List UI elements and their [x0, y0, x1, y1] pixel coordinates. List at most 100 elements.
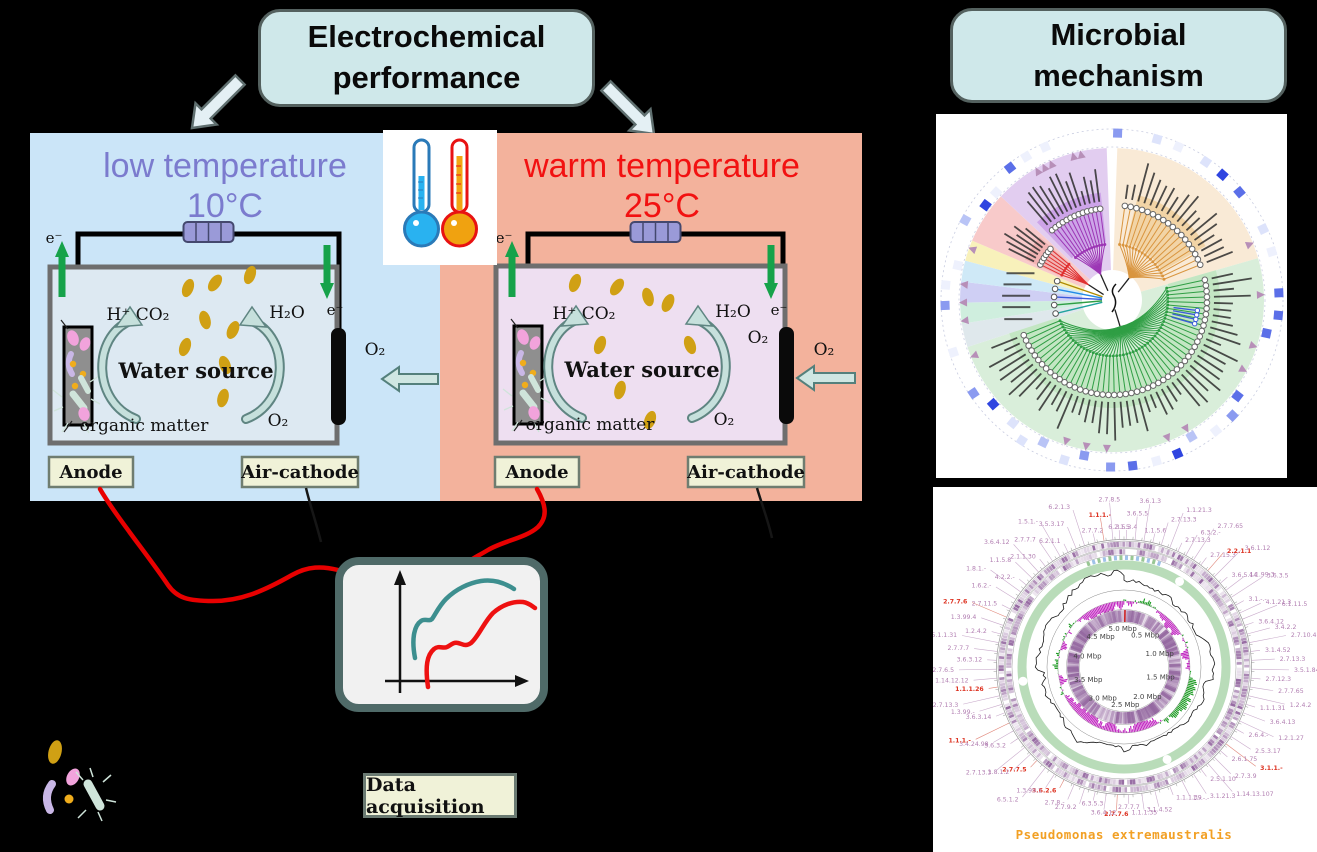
panel-temp: 10°C [187, 187, 263, 225]
svg-text:6.3.5.3: 6.3.5.3 [1082, 800, 1104, 807]
svg-text:2.7.6.5: 2.7.6.5 [933, 667, 954, 674]
svg-text:3.1.1.-: 3.1.1.- [1260, 765, 1283, 772]
svg-text:1.1.1.26: 1.1.1.26 [955, 686, 984, 693]
svg-text:5.1.1.31: 5.1.1.31 [933, 632, 957, 639]
svg-text:1.5 Mbp: 1.5 Mbp [1146, 673, 1175, 681]
svg-text:2.7.13.3: 2.7.13.3 [1185, 537, 1211, 544]
thermometer-icons [383, 130, 497, 265]
svg-text:1.14.12.12: 1.14.12.12 [935, 677, 969, 684]
svg-text:2.7.7.5: 2.7.7.5 [1002, 766, 1026, 773]
svg-text:2.7.13.3: 2.7.13.3 [966, 770, 992, 777]
anode-label: Anode [504, 462, 568, 483]
air-cathode-bar [331, 328, 346, 425]
curve-warm-temp [424, 599, 538, 690]
phylo-tree-svg [940, 128, 1284, 472]
organic-particle-icon [199, 310, 211, 330]
h2o-label: H₂O [715, 302, 751, 322]
organic-particle-icon [48, 740, 62, 764]
svg-text:2.7.12.3: 2.7.12.3 [1265, 676, 1291, 683]
svg-text:1.-.-.-: 1.-.-.- [1193, 795, 1210, 802]
organic-particle-icon [593, 335, 607, 355]
o2-inlet-label: O₂ [814, 340, 835, 360]
tree-branches [988, 163, 1252, 441]
organic-particle-icon [643, 410, 657, 430]
svg-text:2.6.1.75: 2.6.1.75 [1232, 756, 1258, 763]
electron-label: e⁻ [46, 229, 63, 247]
legend-icons [43, 740, 117, 822]
svg-text:1.8.1.-: 1.8.1.- [966, 565, 986, 572]
svg-text:2.5 Mbp: 2.5 Mbp [1111, 701, 1140, 709]
panel-title: warm temperature [523, 147, 800, 185]
svg-text:1.1.21.3: 1.1.21.3 [1186, 507, 1212, 514]
h2o-label: H₂O [269, 303, 305, 323]
organic-particle-icon [243, 265, 257, 285]
air-cathode-label: Air-cathode [686, 462, 805, 483]
air-cathode-box [240, 455, 360, 489]
curve-low-temp [411, 578, 517, 661]
organic-particle-icon [614, 380, 626, 400]
data-acquisition-device [335, 557, 548, 712]
svg-text:3.6.2.6: 3.6.2.6 [1032, 788, 1056, 795]
svg-text:2.7.7.6: 2.7.7.6 [943, 598, 967, 605]
svg-text:1.2.4.2: 1.2.4.2 [965, 628, 987, 635]
genome-map-figure: 0.5 Mbp 1.0 Mbp 1.5 Mbp 2.0 Mbp 2.5 Mbp 3.0 M… [933, 487, 1317, 852]
o2-inlet-arrow [380, 365, 439, 393]
svg-text:1.1.5.8: 1.1.5.8 [990, 557, 1012, 564]
title-line: Electrochemical [307, 19, 546, 55]
title-line: performance [332, 60, 521, 95]
warm-thermometer-icon [441, 138, 478, 248]
svg-text:3.6.3.14: 3.6.3.14 [966, 714, 992, 721]
panel-temp: 25°C [624, 187, 700, 225]
svg-text:2.7.13.3: 2.7.13.3 [1280, 656, 1306, 663]
electron-label: e⁻ [496, 229, 513, 247]
svg-text:2.5.1.10: 2.5.1.10 [1210, 776, 1236, 783]
svg-text:4.1.99.3: 4.1.99.3 [1249, 571, 1275, 578]
o2-label: O₂ [714, 410, 735, 430]
title-line: mechanism [1033, 57, 1204, 93]
svg-text:1.1.1.35: 1.1.1.35 [1132, 810, 1158, 817]
performance-graph [385, 570, 538, 693]
svg-text:4.2.2.-: 4.2.2.- [995, 574, 1015, 581]
svg-text:2.7.9.2: 2.7.9.2 [1055, 804, 1077, 811]
air-cathode-box [686, 455, 806, 489]
svg-text:2.7.7.6: 2.7.7.6 [1104, 811, 1128, 818]
organic-particle-icon [609, 278, 625, 296]
arrow-to-warm-panel [599, 79, 656, 136]
h-co2-label: H⁺ CO₂ [553, 304, 616, 324]
o2-inlet-arrow [795, 364, 856, 392]
svg-text:3.6.5.14: 3.6.5.14 [1232, 572, 1258, 579]
svg-text:3.6.3.12: 3.6.3.12 [957, 657, 983, 664]
svg-text:1.3.99.-: 1.3.99.- [951, 709, 975, 716]
anode-electrode [502, 318, 551, 433]
svg-text:3.5 Mbp: 3.5 Mbp [1074, 676, 1103, 684]
svg-text:3.6.4.12: 3.6.4.12 [1258, 618, 1284, 625]
svg-text:6.2.1.5: 6.2.1.5 [1108, 524, 1130, 531]
organic-particle-icon [683, 335, 697, 355]
low-temperature-panel: low temperature 10°C e⁻ e⁻ H⁺ CO₂ H₂O Water so… [30, 133, 440, 501]
water-source-label: Water source [563, 357, 719, 382]
svg-text:3.4.24.98: 3.4.24.98 [959, 741, 989, 748]
svg-text:2.7.7.65: 2.7.7.65 [1217, 523, 1243, 530]
svg-text:1.5.1.-: 1.5.1.- [1018, 519, 1038, 526]
svg-text:2.7.3.9: 2.7.3.9 [1235, 773, 1257, 780]
svg-text:1.6.2.-: 1.6.2.- [971, 582, 991, 589]
anode-label: Anode [58, 462, 122, 483]
phylogenetic-tree-figure [936, 114, 1287, 478]
svg-text:1.1.1.-: 1.1.1.- [948, 738, 971, 745]
svg-text:6.2.1.3: 6.2.1.3 [1048, 504, 1070, 511]
organic-particle-icon [226, 321, 240, 339]
svg-text:1.3.99.1: 1.3.99.1 [1016, 787, 1042, 794]
svg-text:1.1.1.39: 1.1.1.39 [1176, 795, 1202, 802]
svg-text:4.0 Mbp: 4.0 Mbp [1073, 653, 1102, 661]
warm-temperature-panel: warm temperature 25°C e⁻ e⁻ H⁺ CO₂ H₂O Water s… [440, 133, 862, 501]
svg-text:2.7.7.2: 2.7.7.2 [1082, 528, 1104, 535]
organic-matter-label: organic matter [526, 415, 656, 435]
o2-inlet-label: O₂ [365, 340, 386, 360]
svg-text:6.3.2.-: 6.3.2.- [1201, 529, 1221, 536]
svg-text:0.5 Mbp: 0.5 Mbp [1131, 631, 1160, 639]
svg-text:1.2.1.27: 1.2.1.27 [1278, 735, 1304, 742]
